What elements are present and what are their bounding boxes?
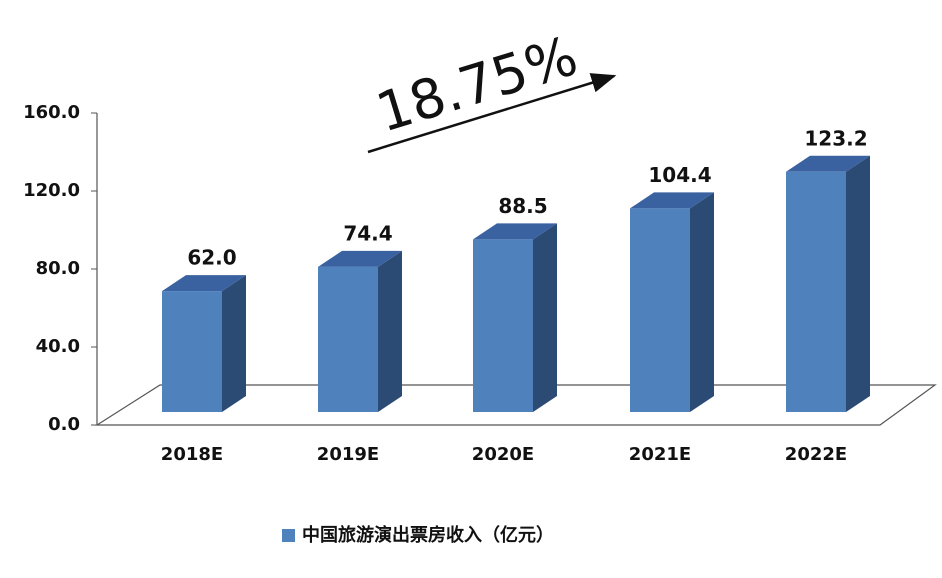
x-tick-label: 2018E	[161, 444, 223, 465]
bar	[318, 266, 378, 412]
bar-top	[162, 275, 246, 292]
y-tick-label: 120.0	[23, 180, 80, 201]
value-label: 62.0	[187, 246, 236, 270]
bar-side	[690, 192, 714, 412]
legend-swatch	[282, 529, 295, 542]
bar-side	[378, 250, 402, 412]
bar-side	[846, 155, 870, 412]
value-label: 74.4	[343, 221, 392, 245]
bar-top	[786, 155, 870, 172]
bar-top	[630, 192, 714, 209]
value-label: 104.4	[648, 163, 711, 187]
value-label: 88.5	[498, 194, 547, 218]
y-tick-label: 40.0	[36, 336, 80, 357]
floor	[94, 384, 937, 426]
y-tick-label: 0.0	[48, 414, 80, 435]
value-label: 123.2	[804, 126, 867, 150]
bar-top	[473, 223, 557, 240]
legend-label: 中国旅游演出票房收入（亿元）	[302, 524, 554, 546]
y-tick-label: 80.0	[36, 258, 80, 279]
growth-annotation: 18.75%	[369, 24, 584, 144]
y-tick-label: 160.0	[23, 102, 80, 123]
x-tick-label: 2020E	[472, 444, 534, 465]
bar	[786, 171, 846, 412]
bar-side	[533, 223, 557, 412]
x-tick-label: 2022E	[785, 444, 847, 465]
trend-arrow	[367, 73, 617, 154]
bar-top	[318, 250, 402, 267]
x-tick-label: 2019E	[317, 444, 379, 465]
bar-side	[222, 275, 246, 412]
bar	[162, 291, 222, 412]
bar	[473, 239, 533, 412]
x-tick-label: 2021E	[629, 444, 691, 465]
bar	[630, 208, 690, 412]
